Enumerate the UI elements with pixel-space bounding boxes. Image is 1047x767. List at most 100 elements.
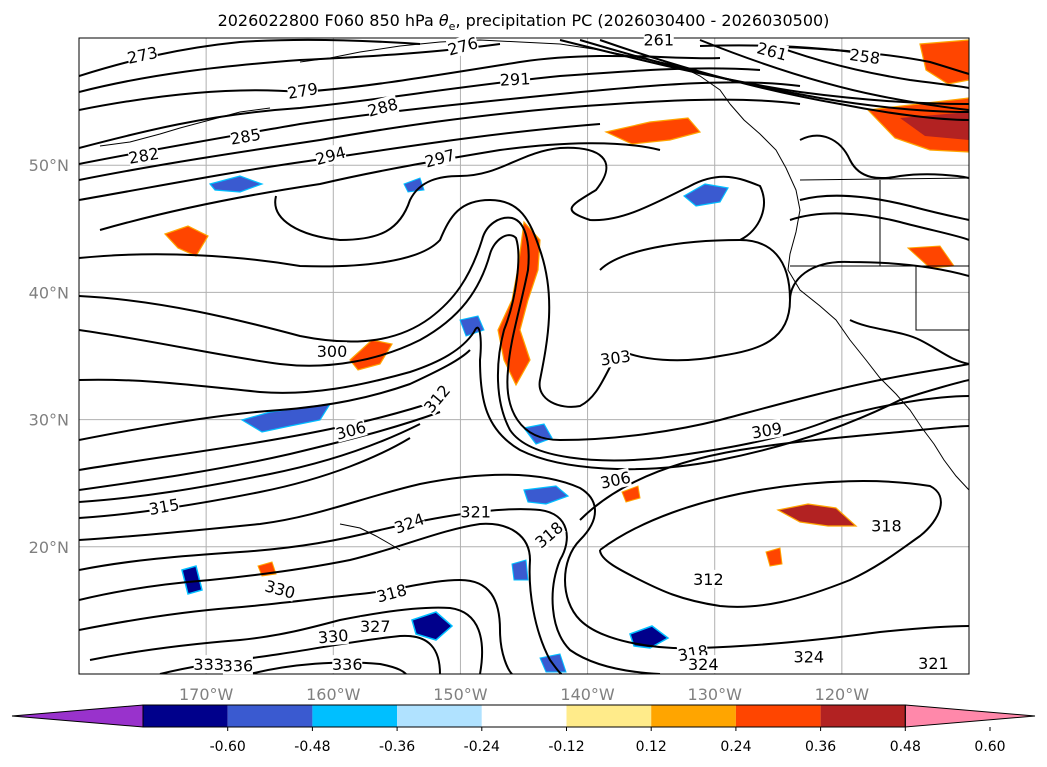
theta-e-contours [79, 38, 969, 674]
contour-label-bg [918, 653, 949, 672]
contour-label: 318 [871, 516, 902, 535]
contour-label-bg [445, 33, 480, 59]
contour-label-bg [374, 580, 409, 606]
chart-title: 2026022800 F060 850 hPa θe, precipitatio… [217, 11, 830, 34]
contour-312 [79, 349, 471, 441]
contour-label-bg [392, 509, 427, 537]
contour-297b [274, 146, 765, 242]
contour-label-bg [147, 494, 181, 518]
contour-label: 333 [193, 655, 224, 674]
colorbar-segment [397, 705, 482, 727]
contour-303b [599, 238, 791, 301]
contour-288 [79, 98, 801, 181]
contour-label: 336 [332, 655, 363, 674]
map-frame [78, 37, 970, 675]
colorbar-segment [227, 705, 313, 727]
precip-blue-patch-5 [523, 485, 570, 505]
contour-315b [79, 423, 421, 503]
contour-label: 336 [223, 656, 254, 675]
contour-label: 327 [360, 617, 391, 636]
contour-306a [79, 216, 969, 442]
precip-blue-patch-3 [682, 183, 729, 207]
colorbar-segment [143, 705, 228, 727]
contour-297 [99, 142, 661, 231]
coastline-bc [729, 103, 969, 491]
y-tick-label: 20°N [29, 538, 69, 557]
contour-pnw-bundle-4 [699, 39, 969, 111]
colorbar-extend-min [11, 704, 144, 728]
y-tick-label: 50°N [29, 156, 69, 175]
contour-label-bg [365, 94, 400, 120]
contour-label-bg [688, 655, 719, 674]
coastlines [99, 39, 969, 551]
contour-label-group: 330 [317, 626, 349, 648]
contour-label-group: 306 [599, 468, 633, 493]
contour-label-group: 282 [127, 144, 160, 168]
axis-ticks: 170°W 160°W 150°W 140°W 130°W 120°W 20°N 30°N 40… [29, 156, 870, 704]
colorbar-tick-label: 0.60 [974, 739, 1005, 755]
precip-alaska-patch [919, 39, 969, 85]
contour-label-bg [334, 417, 368, 443]
precip-hawaii-red-patch [776, 503, 858, 527]
contour-label-bg [317, 342, 348, 361]
x-tick-label: 170°W [179, 685, 234, 704]
precip-small-orange-2 [765, 547, 783, 567]
contour-label-bg [643, 30, 674, 49]
contour-label-bg [222, 656, 253, 675]
contour-inland-2 [799, 194, 969, 221]
contour-label-bg [420, 381, 454, 416]
x-tick-label: 120°W [815, 685, 870, 704]
precip-blue-gulf-patch [208, 175, 264, 193]
contour-label-bg [125, 42, 159, 67]
contour-336 [249, 661, 407, 674]
contour-label-bg [793, 647, 824, 666]
colorbar-segment [481, 705, 567, 727]
contour-label-group: 261 [643, 30, 674, 50]
contour-label-group: 258 [848, 45, 881, 68]
contour-label-bg [313, 142, 348, 168]
contour-label-group: 327 [360, 616, 391, 636]
contour-309 [79, 326, 969, 471]
contour-label-group: 318 [871, 516, 902, 535]
contour-label: 330 [317, 626, 349, 648]
contour-label-bg [263, 576, 297, 602]
contour-socal [849, 319, 969, 365]
contour-321 [79, 508, 661, 674]
border-us-states [790, 180, 969, 331]
contour-303 [619, 260, 969, 362]
contour-label-group: 324 [688, 655, 719, 674]
coastline-hawaii [339, 523, 401, 551]
contour-315a [79, 411, 441, 491]
y-tick-label: 40°N [29, 283, 69, 302]
contour-label-bg [460, 502, 491, 521]
contour-label-bg [332, 655, 363, 674]
contour-bc-loop [799, 134, 969, 179]
colorbar-segment [566, 705, 652, 727]
contour-306b [79, 234, 969, 462]
contour-pnw-bundle-5 [759, 39, 969, 89]
contour-300 [79, 198, 621, 408]
x-tick-label: 130°W [688, 685, 743, 704]
contour-label-group: 321 [918, 653, 949, 673]
contour-label-group: 333 [193, 655, 224, 674]
contour-label-bg [193, 655, 224, 674]
precip-small-blue-1 [511, 559, 529, 581]
contour-label-group: 324 [793, 647, 824, 666]
colorbar-tick-label: -0.48 [294, 739, 330, 755]
contour-label: 258 [848, 45, 881, 68]
contour-276 [79, 43, 501, 93]
coastline-alaska [299, 39, 731, 105]
contour-312c [599, 480, 942, 608]
precip-small-orange-3 [621, 485, 641, 503]
contour-318a [79, 473, 969, 650]
colorbar-tick-label: 0.12 [636, 739, 667, 755]
colorbar-tick-label: -0.12 [548, 739, 584, 755]
colorbar-segment [312, 705, 398, 727]
coastline-aleutians [99, 107, 271, 147]
contour-label-bg [317, 625, 349, 647]
precip-gulf-alaska-patch [604, 117, 702, 145]
contour-label-group: 306 [334, 417, 368, 443]
colorbar-tick-label: 0.24 [720, 739, 751, 755]
contour-label-bg [531, 518, 567, 552]
